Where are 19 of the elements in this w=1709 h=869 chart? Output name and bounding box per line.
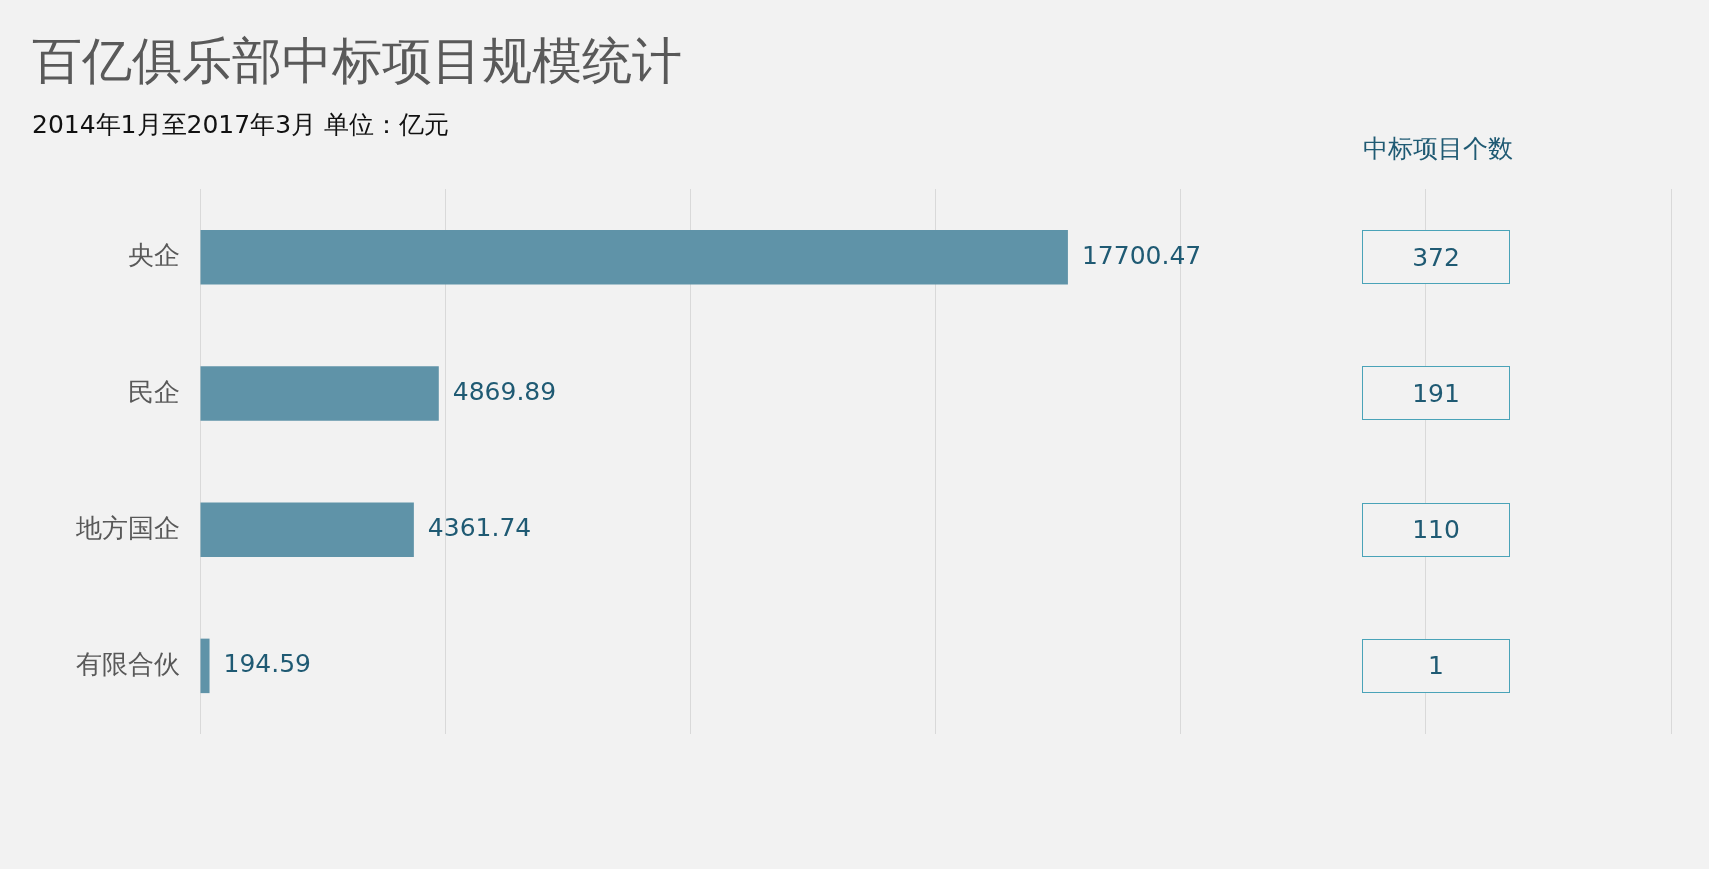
bar: [200, 229, 1068, 285]
y-tick-label: 地方国企: [75, 512, 180, 543]
data-label: 1: [1362, 638, 1510, 693]
chart-title: 百亿俱乐部中标项目规模统计: [32, 31, 682, 92]
y-tick-label: 民企: [128, 376, 180, 407]
data-label: 372: [1362, 230, 1510, 285]
y-tick-label: 央企: [128, 240, 180, 271]
data-label: 110: [1362, 502, 1510, 557]
bar: [200, 366, 439, 421]
bar: [200, 638, 210, 694]
data-label: 191: [1362, 366, 1510, 421]
data-label: 4361.74: [427, 513, 532, 543]
text: 中标项目个数: [1362, 133, 1514, 165]
data-label: 4869.89: [452, 376, 557, 406]
bar: [200, 502, 414, 557]
data-label: 194.59: [223, 649, 312, 679]
chart-subtitle: 2014年1月至2017年3月 单位：亿元: [32, 109, 450, 141]
y-tick-label: 有限合伙: [76, 649, 180, 680]
data-label: 17700.47: [1081, 240, 1202, 270]
